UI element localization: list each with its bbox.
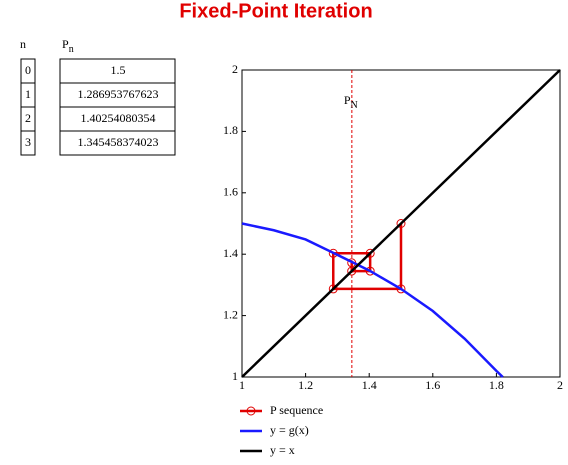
p-value: 1.5 [111, 63, 126, 77]
y-tick-label: 1 [232, 369, 238, 383]
y-tick-label: 1.2 [223, 307, 238, 321]
series-line [241, 69, 561, 378]
x-tick-label: 1.4 [362, 378, 377, 392]
legend-label: y = x [270, 443, 295, 457]
point [365, 266, 375, 276]
p-value: 1.40254080354 [81, 111, 156, 125]
y-tick-label: 1.8 [223, 123, 238, 137]
n-cell [20, 130, 36, 156]
n-value: 1 [25, 87, 31, 101]
p-header: Pn [62, 37, 74, 56]
legend-label: P sequence [270, 403, 323, 417]
point [396, 219, 406, 228]
x-tick-label: 2 [557, 378, 563, 392]
x-tick-label: 1.6 [425, 378, 440, 392]
reference-label-sub: N [351, 100, 358, 111]
reference-label-text: P [344, 93, 351, 107]
series-line [241, 222, 504, 378]
legend-label: y = g(x) [270, 423, 309, 437]
legend-marker [246, 406, 256, 416]
y-tick-label: 1.6 [223, 185, 238, 199]
x-tick-label: 1.2 [298, 378, 313, 392]
p-value: 1.286953767623 [78, 87, 159, 101]
point [328, 248, 338, 258]
n-value: 3 [25, 135, 31, 149]
p-cell [59, 130, 176, 156]
n-header: n [20, 37, 26, 51]
y-tick-label: 1.4 [223, 246, 238, 260]
series-line [332, 223, 403, 291]
point [328, 284, 338, 294]
page-title: Fixed-Point Iteration [179, 0, 372, 22]
point [396, 284, 406, 294]
n-value: 2 [25, 111, 31, 125]
reference-label: PN [344, 93, 358, 112]
x-tick-label: 1 [239, 378, 245, 392]
n-value: 0 [25, 63, 31, 77]
point [365, 248, 375, 258]
y-tick-label: 2 [232, 62, 238, 76]
x-tick-label: 1.8 [489, 378, 504, 392]
p-value: 1.345458374023 [78, 135, 159, 149]
